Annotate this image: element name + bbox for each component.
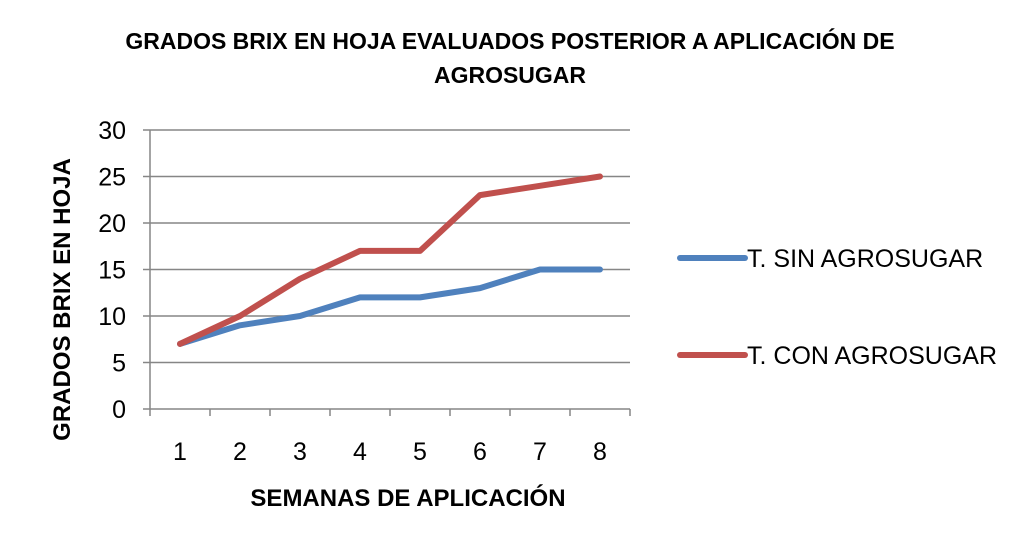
- x-tick-label: 3: [293, 438, 307, 466]
- x-tick-label: 6: [473, 438, 487, 466]
- x-axis-title: SEMANAS DE APLICACIÓN: [250, 484, 565, 512]
- y-tick-label: 15: [98, 257, 126, 285]
- x-tick-label: 7: [533, 438, 547, 466]
- x-tick-label: 4: [353, 438, 367, 466]
- x-tick-label: 8: [593, 438, 607, 466]
- legend-label: T. CON AGROSUGAR: [747, 342, 997, 370]
- x-tick-label: 2: [233, 438, 247, 466]
- y-tick-label: 20: [98, 210, 126, 238]
- y-tick-label: 5: [112, 350, 126, 378]
- chart-title: GRADOS BRIX EN HOJA EVALUADOS POSTERIOR …: [125, 28, 895, 88]
- y-tick-label: 0: [112, 396, 126, 424]
- legend: T. SIN AGROSUGAR T. CON AGROSUGAR: [677, 245, 997, 370]
- y-tick-label: 30: [98, 117, 126, 145]
- y-axis-title: GRADOS BRIX EN HOJA: [49, 158, 76, 441]
- y-tick-label: 10: [98, 303, 126, 331]
- series-lines: [177, 173, 603, 347]
- y-tick-labels: 0 5 10 15 20 25 30: [98, 117, 126, 424]
- x-tick-label: 5: [413, 438, 427, 466]
- x-tick-label: 1: [173, 438, 187, 466]
- x-tick-labels: 1 2 3 4 5 6 7 8: [173, 438, 607, 466]
- legend-label: T. SIN AGROSUGAR: [747, 245, 983, 273]
- axes: [143, 129, 631, 416]
- y-tick-label: 25: [98, 164, 126, 192]
- series-line: [177, 266, 603, 347]
- series-line: [177, 173, 603, 347]
